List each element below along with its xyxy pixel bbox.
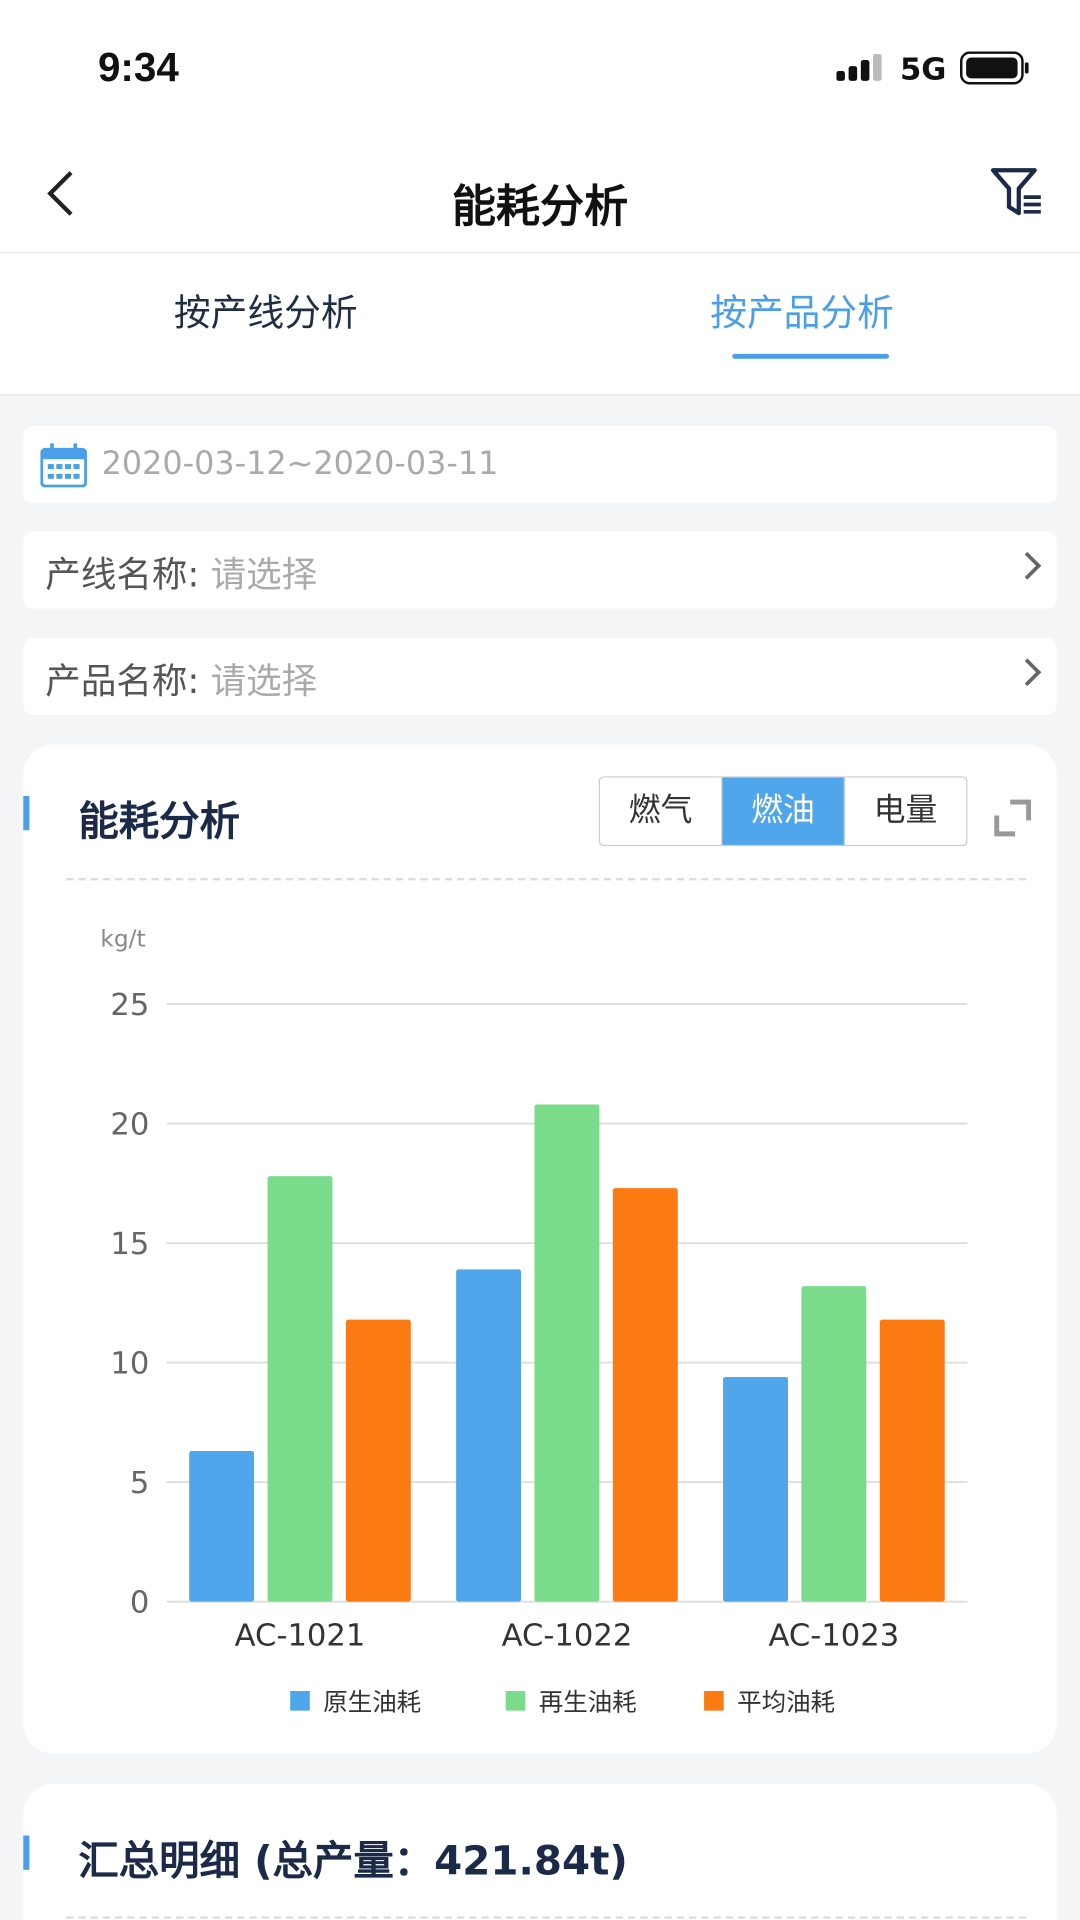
segment-electricity[interactable]: 电量	[873, 792, 938, 829]
legend-label: 平均油耗	[737, 1688, 835, 1717]
bar-AC-1023-2	[801, 1286, 867, 1602]
date-range-field[interactable]: 2020-03-12~2020-03-11	[23, 426, 1057, 504]
y-tick-label: 10	[110, 1347, 149, 1382]
bar-AC-1021-3	[345, 1319, 411, 1602]
energy-chart-card: 能耗分析 燃气 燃油 电量 kg/t 0 5 10 15 20 25 AC-1021 AC-10…	[23, 744, 1057, 1754]
summary-title: 汇总明细 (总产量：421.84t)	[78, 1836, 628, 1885]
status-bar: 9:34 5G	[0, 0, 1080, 135]
chevron-right-icon	[1013, 658, 1042, 687]
divider	[66, 1916, 1027, 1919]
bar-AC-1021-1	[189, 1451, 255, 1602]
tab-indicator	[732, 353, 889, 359]
y-tick-label: 20	[110, 1108, 149, 1143]
legend-label: 原生油耗	[323, 1688, 421, 1717]
calendar-icon	[40, 443, 87, 488]
page-title: 能耗分析	[451, 182, 629, 233]
title-accent	[23, 1835, 30, 1870]
line-name-select[interactable]: 产线名称: 请选择	[23, 531, 1057, 609]
x-tick-label: AC-1023	[769, 1619, 900, 1654]
bar-AC-1023-3	[879, 1319, 945, 1602]
summary-card: 汇总明细 (总产量：421.84t)	[23, 1784, 1057, 1920]
legend-swatch	[505, 1691, 526, 1711]
line-name-placeholder: 请选择	[210, 553, 318, 596]
bar-chart: kg/t 0 5 10 15 20 25 AC-1021 AC-1022 AC-1023 原生油耗 再…	[100, 926, 968, 1717]
x-tick-label: AC-1022	[502, 1619, 633, 1654]
date-range-value: 2020-03-12~2020-03-11	[101, 445, 499, 483]
chevron-right-icon	[1013, 551, 1042, 580]
y-tick-label: 25	[110, 988, 149, 1023]
chart-card-title: 能耗分析	[78, 797, 241, 845]
nav-bar: 能耗分析	[0, 134, 1080, 254]
segment-oil[interactable]: 燃油	[722, 777, 845, 845]
y-tick-label: 15	[110, 1227, 149, 1262]
signal-icon	[836, 53, 882, 81]
bar-AC-1021-2	[267, 1176, 333, 1602]
divider	[66, 877, 1027, 881]
product-name-label: 产品名称:	[45, 660, 200, 702]
legend-label: 再生油耗	[539, 1688, 637, 1717]
segment-gas[interactable]: 燃气	[600, 777, 723, 845]
energy-type-segment: 燃气 燃油 电量	[598, 776, 968, 847]
filter-icon[interactable]	[989, 167, 1043, 218]
product-name-select[interactable]: 产品名称: 请选择	[23, 637, 1057, 716]
tab-by-line[interactable]: 按产线分析	[173, 292, 358, 336]
tab-by-product[interactable]: 按产品分析	[710, 292, 894, 336]
y-axis-unit: kg/t	[100, 926, 145, 953]
expand-icon[interactable]	[993, 798, 1032, 837]
bar-AC-1022-2	[534, 1104, 600, 1602]
status-time: 9:34	[97, 44, 179, 90]
network-label: 5G	[900, 51, 947, 87]
legend-swatch	[704, 1691, 724, 1711]
battery-icon	[960, 51, 1029, 85]
legend-swatch	[290, 1691, 310, 1711]
chevron-left-icon[interactable]	[44, 169, 76, 218]
y-tick-label: 5	[130, 1466, 149, 1501]
bar-AC-1022-1	[456, 1269, 522, 1602]
tab-bar: 按产线分析 按产品分析	[0, 253, 1080, 396]
y-tick-label: 0	[130, 1586, 149, 1621]
bar-AC-1022-3	[612, 1188, 678, 1602]
product-name-placeholder: 请选择	[210, 660, 318, 702]
bar-AC-1023-1	[723, 1376, 788, 1602]
x-tick-label: AC-1021	[235, 1619, 366, 1654]
line-name-label: 产线名称:	[45, 553, 200, 596]
title-accent	[23, 795, 30, 831]
